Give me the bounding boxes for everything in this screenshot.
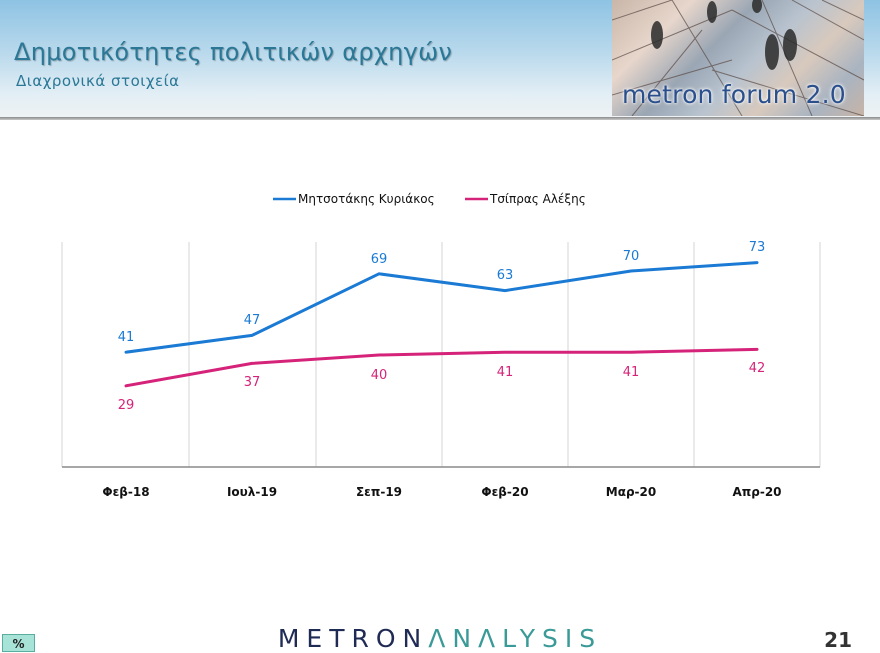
slide-title: Δημοτικότητες πολιτικών αρχηγών <box>14 38 453 66</box>
unit-badge: % <box>2 634 35 652</box>
x-tick-label: Απρ-20 <box>732 485 781 499</box>
chart-legend: Μητσοτάκης Κυριάκος Τσίπρας Αλέξης <box>273 192 586 206</box>
page-number: 21 <box>824 628 852 652</box>
data-label: 41 <box>118 330 135 345</box>
data-label: 69 <box>371 252 388 267</box>
header-divider <box>0 117 880 120</box>
legend-label-series-1: Μητσοτάκης Κυριάκος <box>298 192 435 206</box>
x-tick-label: Σεπ-19 <box>356 485 402 499</box>
legend-label-series-2: Τσίπρας Αλέξης <box>489 192 586 206</box>
data-label: 40 <box>371 368 388 383</box>
data-label: 63 <box>497 268 514 283</box>
x-tick-label: Φεβ-20 <box>481 485 528 499</box>
data-label: 70 <box>623 249 640 264</box>
x-axis-ticks: Φεβ-18 Ιουλ-19 Σεπ-19 Φεβ-20 Μαρ-20 Απρ-… <box>102 485 781 499</box>
brand-part-metron: METRON <box>277 624 429 653</box>
series-line-mitsotakis <box>124 261 759 354</box>
data-label: 29 <box>118 398 135 413</box>
logo-text: metron forum 2.0 <box>622 80 846 109</box>
slide-subtitle: Διαχρονικά στοιχεία <box>16 72 180 90</box>
slide-header: Δημοτικότητες πολιτικών αρχηγών Διαχρονι… <box>0 0 880 117</box>
metron-analysis-logo: METRONΛNΛLYSIS <box>0 624 880 653</box>
data-label: 41 <box>623 365 640 380</box>
metron-forum-logo: metron forum 2.0 <box>612 0 864 116</box>
x-tick-label: Φεβ-18 <box>102 485 149 499</box>
data-labels-series-1: 41 47 69 63 70 73 <box>118 240 766 345</box>
x-tick-label: Μαρ-20 <box>606 485 656 499</box>
brand-part-analysis: ΛNΛLYSIS <box>428 624 603 653</box>
series-line-tsipras <box>124 347 759 388</box>
data-label: 37 <box>244 375 261 390</box>
data-label: 42 <box>749 361 766 376</box>
geometric-facade-image-icon <box>612 0 864 116</box>
data-labels-series-2: 29 37 40 41 41 42 <box>118 361 766 413</box>
data-label: 47 <box>244 313 261 328</box>
data-label: 73 <box>749 240 766 255</box>
data-label: 41 <box>497 365 514 380</box>
x-tick-label: Ιουλ-19 <box>227 485 277 499</box>
